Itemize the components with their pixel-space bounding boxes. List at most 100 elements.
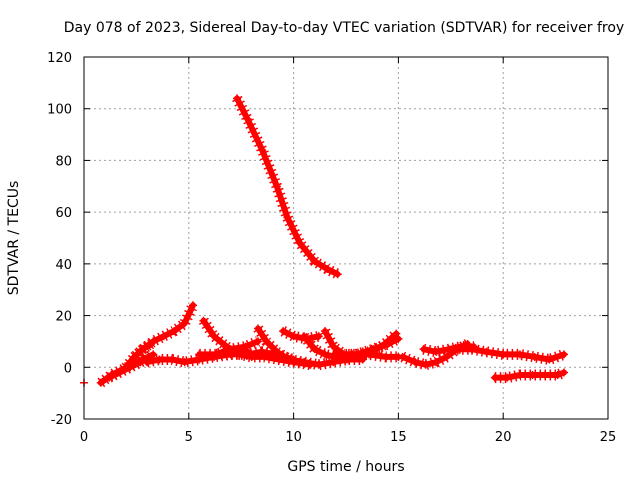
y-tick-label: 0 (64, 361, 72, 376)
series-arc-8 (195, 336, 262, 360)
data-point (333, 270, 342, 279)
data-point (432, 358, 441, 367)
data-point (253, 337, 262, 346)
data-point (310, 257, 319, 266)
data-point (147, 340, 156, 349)
data-point (383, 340, 392, 349)
data-point (295, 239, 304, 248)
data-point (285, 355, 294, 364)
data-point (545, 355, 554, 364)
data-point (553, 371, 562, 380)
data-point (115, 368, 124, 377)
series-marker-texture (232, 95, 341, 280)
data-point (421, 360, 430, 369)
data-point (394, 334, 403, 343)
chart-title: Day 078 of 2023, Sidereal Day-to-day VTE… (64, 20, 624, 36)
data-point (130, 352, 139, 361)
x-tick-label: 0 (80, 430, 88, 445)
series-marker-texture (335, 348, 399, 363)
data-point (170, 327, 179, 336)
y-tick-label: -20 (51, 413, 72, 428)
series-marker-texture (299, 332, 348, 365)
data-point (444, 345, 453, 354)
series-marker-texture (199, 336, 261, 360)
data-point (226, 350, 235, 359)
y-tick-label: 20 (55, 310, 72, 325)
data-point (528, 371, 537, 380)
y-tick-label: 120 (47, 51, 72, 66)
x-tick-label: 5 (185, 430, 193, 445)
data-point (121, 363, 130, 372)
x-axis-label: GPS time / hours (287, 459, 404, 475)
series-marker-texture (280, 326, 320, 345)
grid (84, 57, 608, 419)
data-point (258, 347, 267, 356)
tick-layer: 0 5 10 15 20 25 -20 0 20 40 60 80 100 120 (47, 51, 616, 445)
data-point (155, 355, 164, 364)
data-point (272, 182, 281, 191)
data-point (411, 358, 420, 367)
plot-frame (83, 56, 609, 420)
data-point (559, 350, 568, 359)
data-point (442, 352, 451, 361)
series-marker-texture (145, 346, 249, 368)
data-point (199, 316, 208, 325)
data-point (314, 332, 323, 341)
data-point (289, 332, 298, 341)
data-point (105, 373, 114, 382)
data-point (209, 332, 218, 341)
data-point (243, 350, 252, 359)
data-point (188, 301, 197, 310)
series-marker-texture (354, 333, 401, 360)
data-point (96, 378, 105, 387)
y-axis-label: SDTVAR / TECUs (6, 181, 22, 296)
data-point (392, 329, 401, 338)
data-point (482, 347, 491, 356)
y-tick-label: 100 (47, 103, 72, 118)
data-point (541, 371, 550, 380)
data-point (168, 355, 177, 364)
data-point (212, 350, 221, 359)
series-arc-1 (232, 94, 342, 280)
data-point (352, 350, 361, 359)
data-point (195, 350, 204, 359)
series-arc-15 (352, 333, 403, 360)
data-point (398, 352, 407, 361)
data-point (283, 213, 292, 222)
data-point (369, 345, 378, 354)
data-point (233, 94, 242, 103)
data-point (329, 342, 338, 351)
data-point (503, 373, 512, 382)
data-point (432, 347, 441, 356)
data-point (515, 371, 524, 380)
data-point (419, 345, 428, 354)
data-point (300, 358, 309, 367)
series-layer (80, 94, 568, 388)
x-tick-label: 25 (600, 430, 617, 445)
data-point (490, 373, 499, 382)
data-point (180, 358, 189, 367)
y-tick-label: 60 (55, 206, 72, 221)
data-point (321, 327, 330, 336)
data-point (323, 265, 332, 274)
x-tick-label: 10 (285, 430, 302, 445)
y-tick-label: 40 (55, 258, 72, 273)
x-tick-label: 15 (390, 430, 407, 445)
y-tick-label: 80 (55, 154, 72, 169)
data-point (241, 342, 250, 351)
data-point (159, 332, 168, 341)
data-point (180, 319, 189, 328)
series-marker-texture (253, 325, 363, 371)
data-point (243, 115, 252, 124)
data-point (515, 350, 524, 359)
data-point (321, 350, 330, 359)
data-point (300, 332, 309, 341)
data-point (310, 345, 319, 354)
data-point (258, 146, 267, 155)
data-point (253, 324, 262, 333)
series-arc-18 (453, 343, 568, 366)
data-point (331, 350, 340, 359)
data-point (453, 345, 462, 354)
data-point (272, 347, 281, 356)
